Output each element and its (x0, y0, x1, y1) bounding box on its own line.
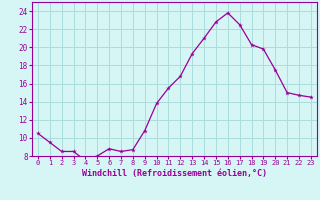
X-axis label: Windchill (Refroidissement éolien,°C): Windchill (Refroidissement éolien,°C) (82, 169, 267, 178)
